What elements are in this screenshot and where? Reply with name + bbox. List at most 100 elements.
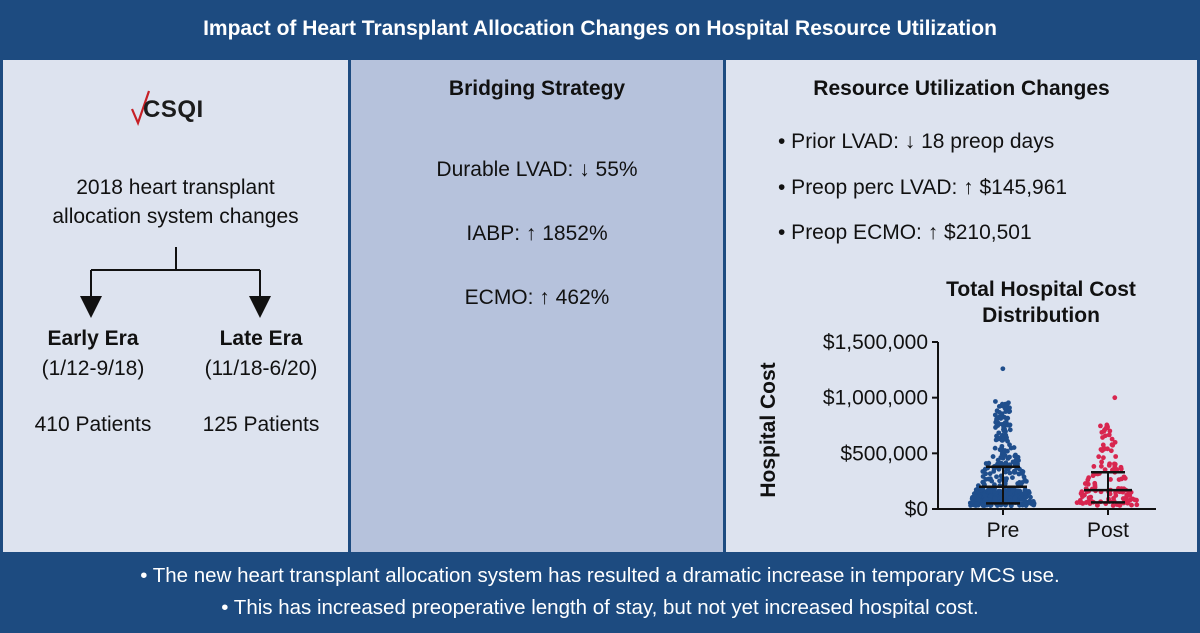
data-point-pre — [999, 455, 1005, 460]
data-point-post — [1082, 481, 1088, 486]
data-point-pre — [978, 487, 984, 493]
data-point-post — [1109, 442, 1115, 448]
data-point-pre — [999, 434, 1005, 440]
data-point-pre — [990, 454, 996, 459]
page-title: Impact of Heart Transplant Allocation Ch… — [203, 17, 997, 40]
data-point-post — [1134, 502, 1140, 508]
data-point-pre — [1007, 491, 1013, 496]
data-point-pre — [993, 399, 998, 404]
cost-distribution-chart: Hospital Cost $0 $500,000 $1,000,000 $1,500… — [757, 331, 1156, 542]
data-point-pre — [994, 474, 999, 480]
data-point-pre — [974, 501, 980, 507]
data-point-post — [1108, 477, 1113, 482]
left-panel: CSQI 2018 heart transplant allocation sy… — [3, 60, 348, 552]
data-point-pre — [1015, 461, 1020, 467]
data-point-pre — [995, 461, 1000, 467]
data-point-post — [1113, 493, 1119, 498]
data-point-post — [1098, 463, 1104, 469]
data-point-pre — [992, 412, 998, 418]
data-point-pre — [992, 445, 998, 451]
data-point-pre — [1023, 478, 1029, 484]
data-point-post — [1112, 395, 1118, 401]
bullet-prior-lvad: • Prior LVAD: ↓ 18 preop days — [778, 130, 1055, 153]
data-point-pre — [1020, 469, 1026, 475]
data-point-post — [1079, 489, 1085, 495]
chart-title: Total Hospital Cost Distribution — [946, 278, 1136, 327]
data-point-pre — [1001, 428, 1007, 434]
data-point-pre — [1022, 490, 1028, 496]
data-point-post — [1116, 477, 1122, 483]
data-point-post — [1092, 482, 1098, 488]
data-point-post — [1091, 464, 1097, 469]
data-point-pre — [998, 416, 1004, 421]
y-tick-label: $500,000 — [840, 442, 928, 465]
data-point-pre — [1002, 481, 1008, 486]
data-point-post — [1132, 497, 1138, 503]
x-tick-label-pre: Pre — [987, 519, 1020, 542]
data-point-pre — [1007, 442, 1012, 448]
stat-durable-lvad: Durable LVAD: ↓ 55% — [436, 158, 638, 181]
data-point-pre — [1012, 495, 1018, 501]
data-point-pre — [1000, 366, 1006, 372]
data-point-post — [1109, 436, 1115, 442]
csqi-logo: CSQI — [129, 87, 249, 127]
data-point-pre — [1000, 402, 1006, 408]
data-point-post — [1096, 454, 1102, 460]
data-point-pre — [1022, 497, 1027, 503]
data-point-post — [1125, 500, 1130, 506]
data-point-post — [1129, 502, 1134, 508]
data-point-pre — [983, 496, 989, 502]
data-point-pre — [1028, 494, 1033, 500]
data-point-pre — [980, 474, 986, 479]
stat-ecmo: ECMO: ↑ 462% — [464, 286, 610, 309]
data-point-pre — [996, 466, 1002, 472]
y-tick-label: $1,000,000 — [823, 387, 928, 410]
data-point-pre — [1014, 456, 1019, 462]
data-point-pre — [1000, 437, 1006, 443]
data-point-post — [1098, 423, 1103, 429]
footer-line-1: • The new heart transplant allocation sy… — [140, 564, 1060, 587]
data-point-post — [1102, 433, 1108, 439]
data-point-post — [1086, 495, 1092, 501]
split-arrows — [80, 247, 271, 318]
data-point-post — [1110, 503, 1116, 508]
checkmark-icon — [130, 90, 151, 127]
data-point-pre — [986, 487, 992, 493]
data-point-pre — [1003, 460, 1009, 466]
data-point-pre — [1026, 489, 1032, 494]
data-point-pre — [987, 471, 993, 477]
data-point-pre — [1007, 427, 1013, 433]
data-point-pre — [1007, 470, 1013, 476]
data-point-post — [1080, 494, 1085, 499]
data-point-pre — [1004, 416, 1010, 422]
footer-line-2: • This has increased preoperative length… — [221, 596, 979, 619]
y-tick-label: $1,500,000 — [823, 331, 928, 354]
data-point-pre — [1011, 468, 1017, 474]
data-point-pre — [975, 496, 981, 502]
data-point-post — [1122, 475, 1128, 481]
data-point-post — [1099, 459, 1105, 465]
data-point-post — [1118, 466, 1124, 472]
data-point-pre — [986, 476, 991, 482]
data-point-pre — [1010, 487, 1016, 493]
data-point-pre — [999, 411, 1005, 417]
data-point-post — [1124, 492, 1130, 498]
resource-heading: Resource Utilization Changes — [813, 77, 1110, 100]
data-point-pre — [992, 496, 998, 501]
y-axis-label: Hospital Cost — [757, 362, 780, 497]
early-era: Early Era (1/12-9/18) 410 Patients — [34, 327, 152, 436]
data-point-pre — [994, 417, 999, 423]
middle-panel: Bridging Strategy Durable LVAD: ↓ 55% IA… — [351, 60, 723, 552]
data-point-pre — [970, 499, 975, 504]
data-point-pre — [1003, 409, 1009, 415]
data-point-post — [1101, 428, 1107, 434]
data-point-pre — [1010, 459, 1016, 465]
data-point-pre — [1003, 469, 1008, 475]
data-point-pre — [997, 478, 1002, 484]
data-point-post — [1101, 455, 1106, 461]
x-tick-label-post: Post — [1087, 519, 1129, 542]
data-point-post — [1107, 428, 1113, 434]
data-point-post — [1108, 448, 1114, 454]
data-point-post — [1101, 446, 1107, 452]
